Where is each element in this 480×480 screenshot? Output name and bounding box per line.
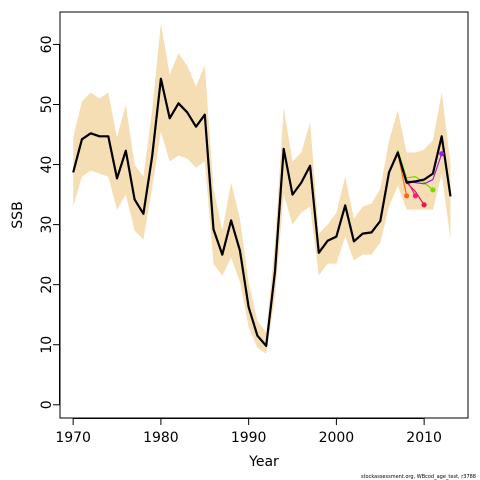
retro-endpoint-1	[421, 202, 427, 208]
plot-frame	[59, 11, 469, 419]
x-tick-label: 2000	[319, 430, 355, 446]
y-tick-label: 30	[39, 216, 55, 234]
x-tick-label: 1970	[55, 430, 91, 446]
x-axis: 1970 1980 1990 2000 2010	[55, 418, 442, 446]
x-tick-label: 1980	[143, 430, 179, 446]
x-axis-title: Year	[248, 454, 279, 470]
series-layer	[72, 77, 452, 347]
y-tick-label: 60	[39, 35, 55, 53]
y-axis-title: SSB	[10, 201, 26, 228]
retro-line-4	[397, 149, 434, 191]
footnote: stockassessment.org, WBcod_age_test, r37…	[361, 474, 476, 480]
retro-endpoint-4	[430, 187, 436, 193]
x-tick-label: 1990	[231, 430, 267, 446]
retro-endpoint-2	[412, 193, 418, 199]
y-tick-label: 20	[39, 276, 55, 294]
main-series-line	[72, 77, 452, 347]
confidence-band	[73, 23, 451, 354]
retro-endpoint-5	[439, 151, 445, 157]
y-axis: 0 10 20 30 40 50 60	[39, 35, 60, 409]
y-tick-label: 0	[39, 400, 55, 409]
x-tick-label: 2010	[406, 430, 442, 446]
retro-endpoints-layer	[404, 151, 445, 208]
y-tick-label: 50	[39, 96, 55, 114]
retro-endpoint-3	[404, 193, 410, 199]
confidence-band-layer	[73, 23, 451, 354]
y-tick-label: 40	[39, 156, 55, 174]
y-tick-label: 10	[39, 336, 55, 354]
